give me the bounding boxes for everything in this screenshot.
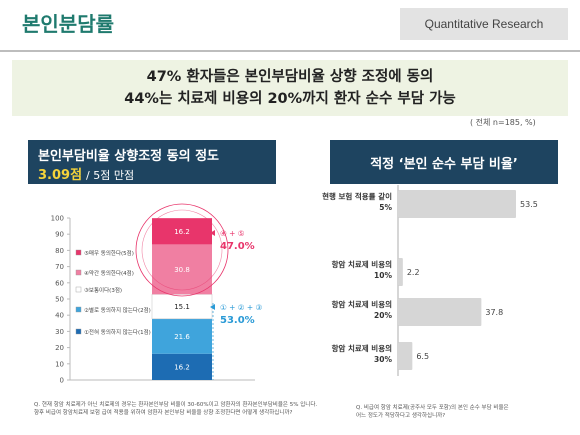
y-tick-label: 70 [55, 263, 64, 271]
hbar-value-label: 37.8 [485, 308, 503, 317]
stack-segment [152, 244, 212, 295]
annotation-bottom-label: ① + ② + ③ [220, 303, 263, 312]
hbar [398, 190, 516, 218]
left-panel-title: 본인부담비율 상향조정 동의 정도 [38, 149, 220, 164]
annotation-top-value: 47.0% [220, 241, 255, 252]
hbar-category-label: 항암 치료제 비용의 [332, 343, 393, 353]
hbar-category-label: 현행 보험 적용률 같이 [322, 191, 392, 201]
y-tick-label: 0 [60, 377, 64, 385]
arrow-bottom [210, 304, 215, 310]
legend-label: ④약간 동의한다(4점) [84, 269, 134, 277]
headline-box: 47% 환자들은 본인부담비율 상향 조정에 동의 44%는 치료제 비용의 2… [12, 60, 568, 116]
arrow-top [210, 230, 215, 236]
legend-swatch [75, 249, 82, 256]
hbar-category-label: 10% [374, 271, 392, 280]
y-tick-label: 20 [55, 344, 64, 352]
segment-value-label: 16.2 [174, 363, 190, 371]
stack-segment [151, 294, 213, 320]
hbar-category-label: 항암 치료제 비용의 [332, 299, 393, 309]
y-tick-label: 50 [55, 296, 64, 304]
hbar [398, 342, 413, 370]
y-tick-label: 100 [51, 215, 64, 223]
y-tick-label: 10 [55, 360, 64, 368]
legend-label: ③보통이다(3점) [84, 286, 122, 294]
stack-segment [152, 353, 212, 380]
hbar-category-label: 20% [374, 311, 392, 320]
header-divider [0, 50, 580, 52]
hbar-value-label: 2.2 [407, 268, 420, 277]
legend-swatch [75, 306, 82, 313]
highlight-circle [135, 203, 229, 297]
stack-segment [152, 218, 212, 245]
legend-swatch [75, 286, 82, 293]
score-scale: / 5점 만점 [86, 169, 135, 182]
footnote-left: Q. 현재 항암 치료제가 아닌 치료제의 경우는 환자본인부담 비율이 30-… [34, 401, 324, 417]
annotation-bottom-value: 53.0% [220, 315, 255, 326]
hbar-category-label: 항암 치료제 비용의 [332, 259, 393, 269]
segment-value-label: 16.2 [174, 228, 190, 236]
stack-segment [152, 318, 212, 354]
right-panel-title: 적정 ‘본인 순수 부담 비율’ [330, 140, 558, 184]
y-tick-label: 60 [55, 279, 64, 287]
footnote-left-2: 향후 비급여 항암치료제 보험 급여 적용을 위하여 암환자 본인부담 비율을 … [34, 410, 293, 416]
hbar-category-label: 5% [379, 203, 392, 212]
footnote-right: Q. 비급여 항암 치료제(공주사 모두 포함)의 본인 순수 부담 비율은 어… [356, 404, 566, 420]
y-tick-label: 30 [55, 328, 64, 336]
legend-swatch [75, 328, 82, 335]
highlight-circle-inner [141, 209, 223, 291]
hbar-value-label: 53.5 [520, 200, 538, 209]
y-tick-label: 90 [55, 231, 64, 239]
hbar [398, 298, 482, 326]
legend-label: ①전혀 동의하지 않는다(1점) [84, 328, 151, 336]
headline-line-1: 47% 환자들은 본인부담비율 상향 조정에 동의 [146, 69, 434, 85]
legend-label: ②별로 동의하지 않는다(2점) [84, 306, 151, 314]
headline-line-2: 44%는 치료제 비용의 20%까지 환자 순수 부담 가능 [124, 91, 456, 107]
y-tick-label: 80 [55, 247, 64, 255]
y-tick-label: 40 [55, 312, 64, 320]
footnote-right-2: 어느 정도가 적당하다고 생각하십니까? [356, 413, 446, 419]
hbar [398, 258, 403, 286]
page-title: 본인분담률 [22, 12, 114, 36]
hbar-value-label: 6.5 [416, 352, 429, 361]
segment-value-label: 30.8 [174, 266, 190, 274]
segment-value-label: 21.6 [174, 333, 190, 341]
score-value: 3.09점 [38, 168, 83, 183]
hbar-category-label: 30% [374, 355, 392, 364]
base-note: ( 전체 n=185, %) [470, 118, 536, 127]
footnote-right-1: Q. 비급여 항암 치료제(공주사 모두 포함)의 본인 순수 부담 비율은 [356, 405, 509, 411]
left-panel-header: 본인부담비율 상향조정 동의 정도 3.09점/ 5점 만점 [28, 140, 276, 184]
footnote-left-1: Q. 현재 항암 치료제가 아닌 치료제의 경우는 환자본인부담 비율이 30-… [34, 402, 318, 408]
legend-swatch [75, 269, 82, 276]
annotation-top-label: ④ + ⑤ [220, 229, 245, 238]
segment-value-label: 15.1 [174, 303, 190, 311]
research-tag: Quantitative Research [400, 8, 568, 40]
legend-label: ⑤매우 동의한다(5점) [84, 249, 134, 257]
